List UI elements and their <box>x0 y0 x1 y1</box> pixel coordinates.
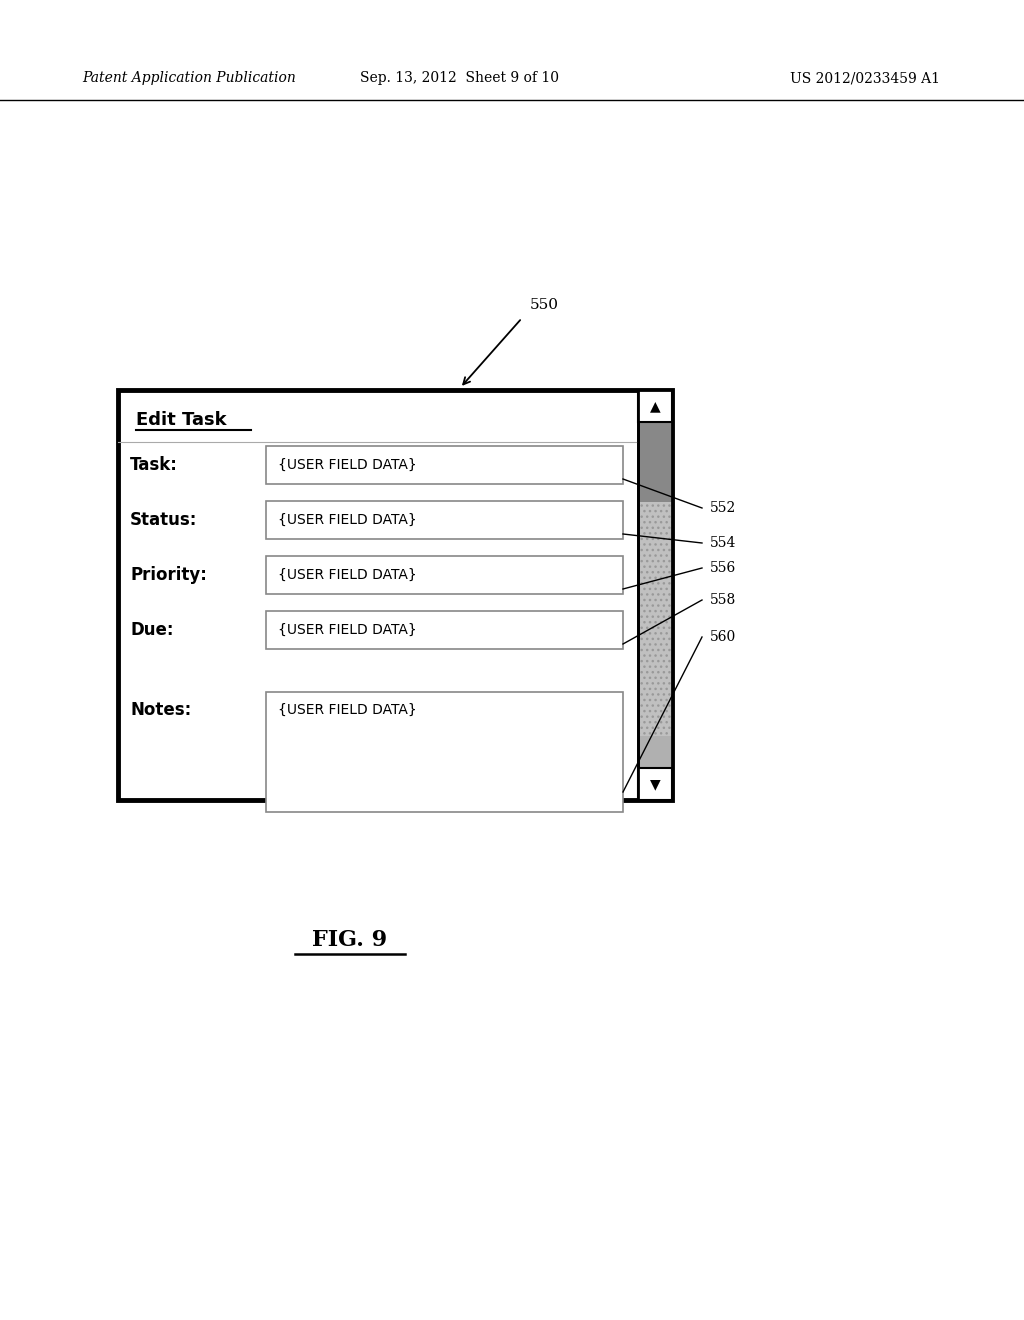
Bar <box>638 389 672 800</box>
Bar <box>266 611 623 649</box>
Bar <box>638 422 672 502</box>
Bar <box>266 446 623 484</box>
Text: Sep. 13, 2012  Sheet 9 of 10: Sep. 13, 2012 Sheet 9 of 10 <box>360 71 559 84</box>
Text: {USER FIELD DATA}: {USER FIELD DATA} <box>278 513 417 527</box>
Text: 552: 552 <box>710 502 736 515</box>
Text: {USER FIELD DATA}: {USER FIELD DATA} <box>278 704 417 717</box>
Text: FIG. 9: FIG. 9 <box>312 929 387 950</box>
Bar <box>638 768 672 800</box>
Text: Due:: Due: <box>130 620 173 639</box>
Bar <box>266 556 623 594</box>
Bar <box>118 389 672 800</box>
Bar <box>266 502 623 539</box>
Text: ▲: ▲ <box>649 399 660 413</box>
Text: ▼: ▼ <box>649 777 660 791</box>
Text: Patent Application Publication: Patent Application Publication <box>82 71 296 84</box>
Bar <box>638 389 672 800</box>
Text: 558: 558 <box>710 593 736 607</box>
Text: {USER FIELD DATA}: {USER FIELD DATA} <box>278 623 417 638</box>
Text: Edit Task: Edit Task <box>136 411 226 429</box>
Bar <box>638 389 672 422</box>
Text: Status:: Status: <box>130 511 198 529</box>
Text: Priority:: Priority: <box>130 566 207 583</box>
Bar <box>638 502 672 737</box>
Text: 556: 556 <box>710 561 736 576</box>
Text: US 2012/0233459 A1: US 2012/0233459 A1 <box>790 71 940 84</box>
Bar <box>266 692 623 812</box>
Text: Task:: Task: <box>130 455 178 474</box>
Text: {USER FIELD DATA}: {USER FIELD DATA} <box>278 458 417 473</box>
Text: 560: 560 <box>710 630 736 644</box>
Text: 550: 550 <box>530 298 559 312</box>
Text: {USER FIELD DATA}: {USER FIELD DATA} <box>278 568 417 582</box>
Text: Notes:: Notes: <box>130 701 191 719</box>
Text: 554: 554 <box>710 536 736 550</box>
